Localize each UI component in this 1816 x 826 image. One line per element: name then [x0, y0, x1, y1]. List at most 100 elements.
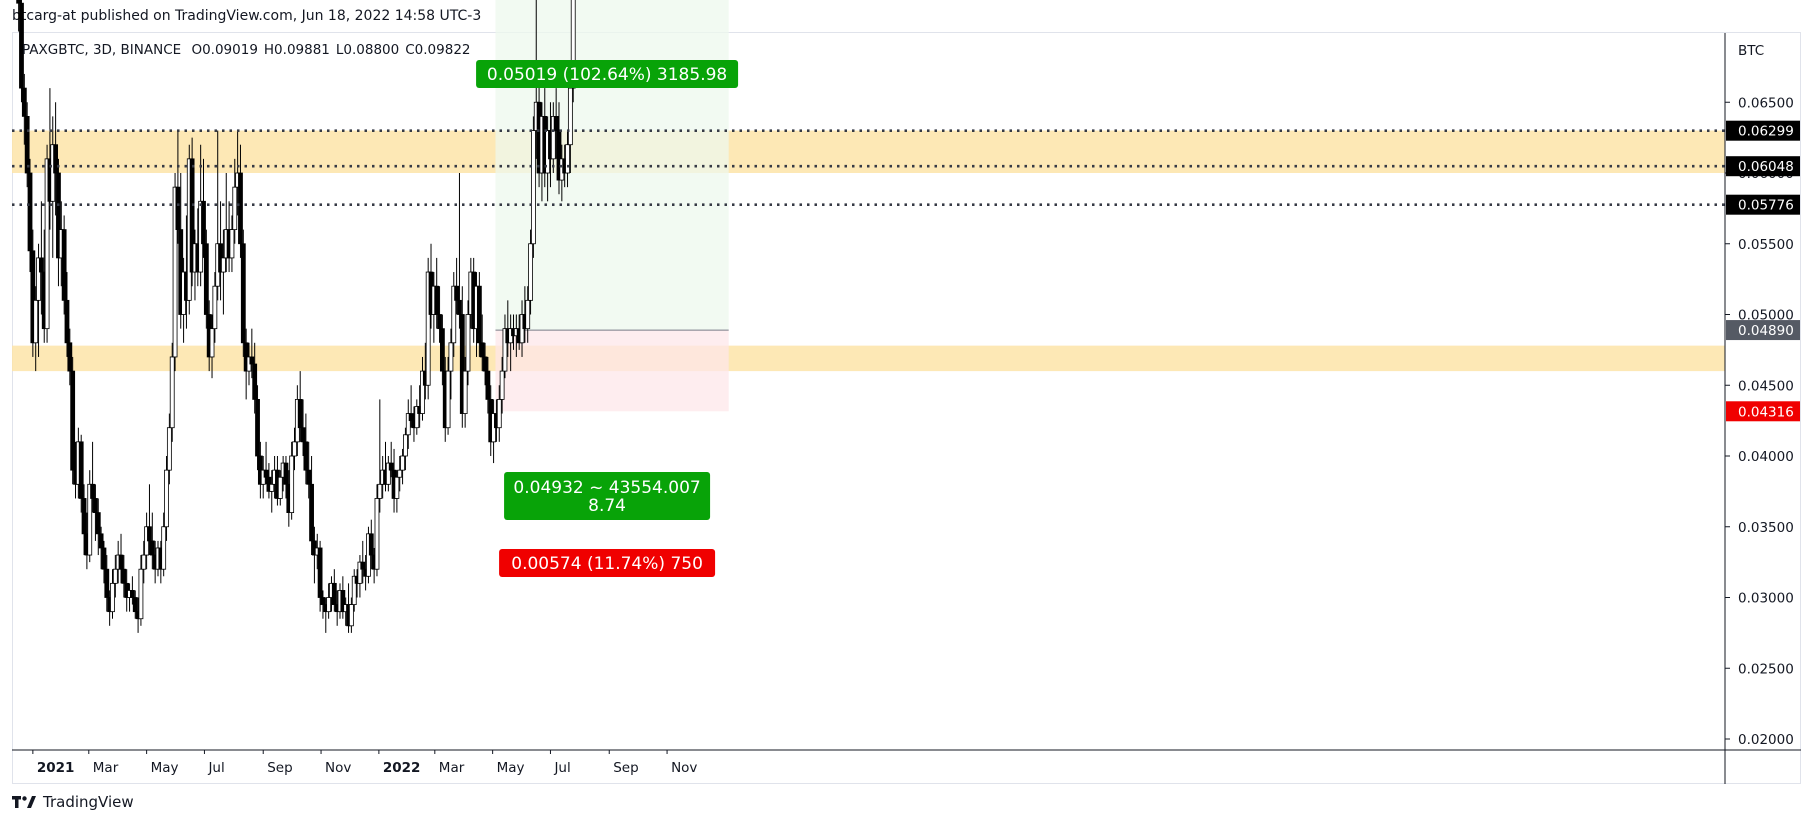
- candle[interactable]: [331, 569, 337, 612]
- candle[interactable]: [209, 314, 215, 379]
- candle[interactable]: [528, 229, 533, 315]
- candle[interactable]: [289, 441, 295, 520]
- candle[interactable]: [479, 314, 485, 372]
- candle[interactable]: [104, 555, 110, 612]
- candle[interactable]: [175, 130, 181, 244]
- candle[interactable]: [553, 88, 559, 159]
- candle[interactable]: [90, 441, 95, 513]
- candle[interactable]: [166, 413, 172, 485]
- candle[interactable]: [385, 456, 391, 492]
- candle[interactable]: [457, 173, 462, 329]
- candle[interactable]: [434, 257, 440, 329]
- candle[interactable]: [309, 456, 314, 556]
- candle[interactable]: [292, 427, 297, 471]
- candle[interactable]: [448, 328, 454, 400]
- candle[interactable]: [397, 456, 403, 492]
- candle[interactable]: [348, 597, 354, 633]
- candle[interactable]: [320, 590, 326, 619]
- candle[interactable]: [565, 130, 570, 188]
- candle[interactable]: [249, 328, 255, 379]
- candle[interactable]: [33, 286, 39, 372]
- candle[interactable]: [351, 569, 357, 612]
- candle[interactable]: [81, 484, 87, 556]
- candle[interactable]: [189, 137, 195, 287]
- candle[interactable]: [240, 229, 246, 357]
- candle[interactable]: [269, 470, 275, 513]
- candle[interactable]: [266, 463, 272, 499]
- candle[interactable]: [164, 456, 169, 541]
- candle[interactable]: [95, 498, 101, 556]
- candle[interactable]: [21, 73, 27, 145]
- candle[interactable]: [374, 484, 380, 577]
- candle[interactable]: [340, 576, 346, 619]
- candle[interactable]: [141, 540, 147, 584]
- candle[interactable]: [556, 102, 562, 195]
- candle[interactable]: [360, 540, 366, 584]
- candle[interactable]: [425, 257, 431, 400]
- candle[interactable]: [326, 583, 332, 619]
- candle[interactable]: [567, 73, 573, 173]
- candle[interactable]: [408, 385, 414, 428]
- candle[interactable]: [36, 243, 41, 357]
- candle[interactable]: [445, 356, 451, 435]
- candle[interactable]: [19, 0, 24, 103]
- candle[interactable]: [377, 399, 383, 513]
- candle[interactable]: [138, 555, 144, 626]
- candle[interactable]: [388, 441, 394, 478]
- candle[interactable]: [147, 484, 152, 556]
- candle[interactable]: [459, 286, 465, 428]
- candle[interactable]: [482, 342, 488, 386]
- candle[interactable]: [64, 272, 70, 357]
- price-tag[interactable]: 0.05776: [1726, 194, 1800, 215]
- price-tag[interactable]: 0.06299: [1726, 120, 1800, 141]
- price-tag[interactable]: 0.06048: [1726, 156, 1800, 177]
- candle[interactable]: [38, 201, 44, 315]
- candle[interactable]: [303, 413, 309, 485]
- candle[interactable]: [112, 555, 118, 598]
- candle[interactable]: [255, 385, 260, 471]
- candle[interactable]: [403, 427, 408, 471]
- candle[interactable]: [169, 342, 175, 442]
- candle[interactable]: [496, 385, 502, 442]
- candle[interactable]: [405, 399, 411, 449]
- price-tag[interactable]: 0.04316: [1726, 401, 1800, 422]
- candle[interactable]: [451, 272, 457, 357]
- candle[interactable]: [129, 576, 135, 605]
- candle[interactable]: [110, 569, 115, 619]
- candle[interactable]: [212, 272, 218, 343]
- candle[interactable]: [420, 356, 425, 421]
- candle[interactable]: [24, 102, 30, 188]
- candle[interactable]: [27, 158, 33, 273]
- candle[interactable]: [16, 0, 22, 32]
- candle[interactable]: [70, 356, 76, 485]
- candle[interactable]: [525, 286, 531, 343]
- position-loss-zone[interactable]: [495, 330, 729, 412]
- candle[interactable]: [465, 300, 471, 386]
- candle[interactable]: [437, 286, 442, 343]
- candle[interactable]: [229, 215, 235, 273]
- stop-label[interactable]: 0.00574 (11.74%) 750: [499, 549, 716, 577]
- candle[interactable]: [297, 371, 303, 442]
- candle[interactable]: [499, 356, 505, 414]
- price-tag[interactable]: 0.04890: [1726, 320, 1800, 341]
- candle[interactable]: [400, 448, 405, 485]
- candle[interactable]: [238, 144, 243, 258]
- candle[interactable]: [485, 356, 491, 414]
- candle[interactable]: [201, 158, 206, 258]
- candle[interactable]: [263, 441, 269, 485]
- candle[interactable]: [454, 257, 460, 315]
- candle[interactable]: [61, 215, 67, 315]
- candle[interactable]: [277, 470, 283, 506]
- candle[interactable]: [439, 314, 445, 386]
- candle[interactable]: [87, 470, 93, 563]
- candle[interactable]: [93, 484, 98, 541]
- candle[interactable]: [252, 342, 258, 414]
- candle[interactable]: [306, 441, 312, 499]
- candle[interactable]: [476, 272, 482, 357]
- candle[interactable]: [149, 512, 155, 570]
- candle[interactable]: [44, 144, 50, 343]
- candle[interactable]: [98, 526, 104, 570]
- price-zone-2[interactable]: [12, 345, 1725, 372]
